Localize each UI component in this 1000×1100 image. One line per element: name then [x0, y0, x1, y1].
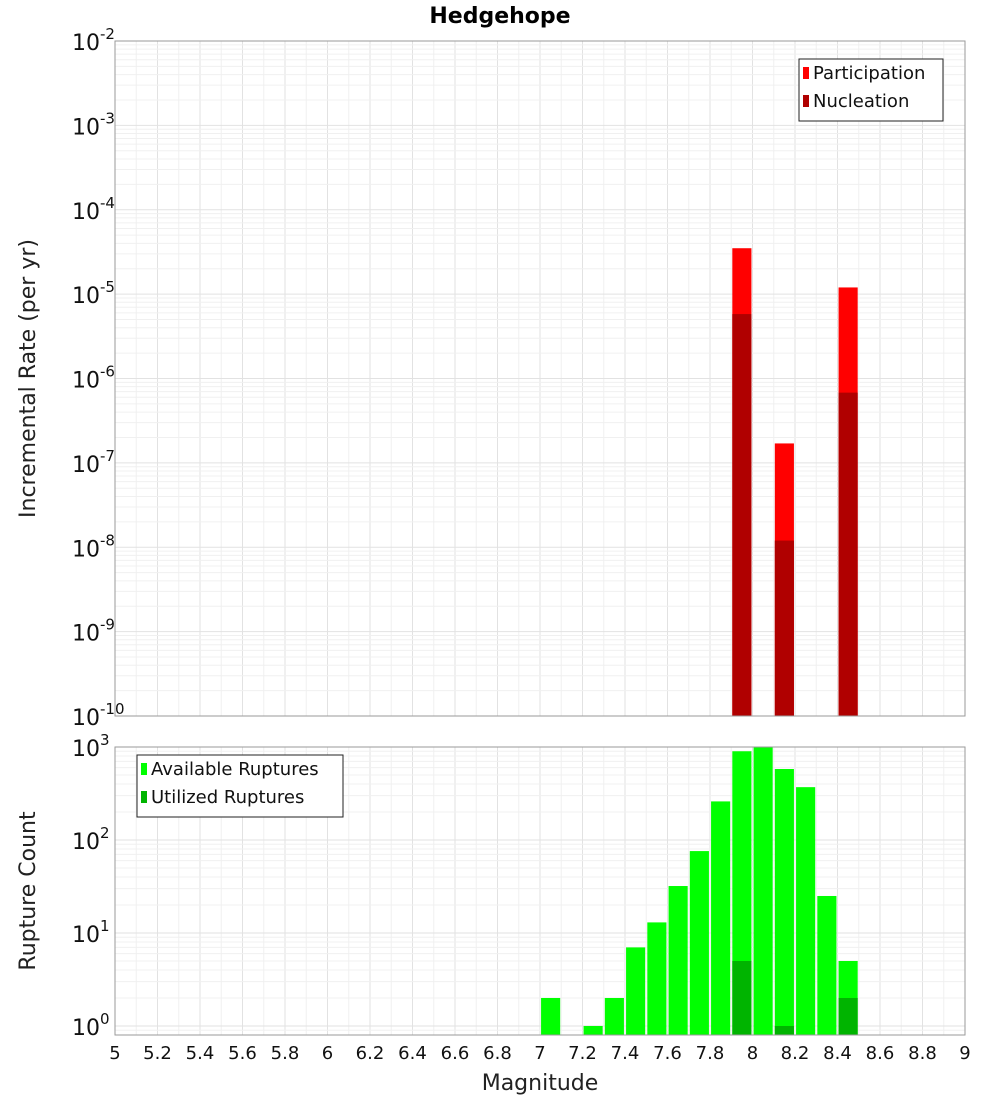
count-legend-swatch — [141, 763, 147, 775]
count-plot-frame — [114, 746, 966, 1036]
rate-y-tick-exponent: -4 — [100, 194, 115, 212]
count-bar-s1 — [583, 1025, 603, 1035]
count-y-tick-label: 101 — [72, 917, 110, 948]
rate-y-tick-label: 10-10 — [72, 700, 125, 731]
chart-title: Hedgehope — [429, 4, 570, 29]
x-tick-label: 6.4 — [398, 1043, 427, 1064]
rate-plot: 10-10 10-9 10-8 10-7 10-6 10-5 10-4 10-3 10-2 In… — [16, 25, 966, 731]
count-y-tick-label: 102 — [72, 824, 110, 855]
x-axis-ticks: 5 5.2 5.4 5.6 5.8 6 6.2 6.4 6.6 6.8 7 7.2 7.4 7.6 7.8 8… — [109, 1043, 970, 1064]
rate-y-tick-label: 10-9 — [72, 616, 115, 647]
x-tick-label: 5.8 — [271, 1043, 300, 1064]
x-tick-label: 8 — [747, 1043, 758, 1064]
rate-y-tick-exponent: -3 — [100, 109, 115, 127]
rate-legend-swatch — [803, 67, 809, 79]
x-tick-label: 6.2 — [356, 1043, 385, 1064]
rate-y-tick-label: 10-3 — [72, 109, 115, 140]
x-tick-label: 7.6 — [653, 1043, 682, 1064]
count-legend-box — [136, 754, 344, 818]
count-y-tick-label: 100 — [72, 1010, 110, 1041]
x-axis-label: Magnitude — [482, 1071, 599, 1096]
rate-y-tick-exponent: -6 — [100, 363, 115, 381]
x-tick-label: 9 — [959, 1043, 970, 1064]
x-tick-label: 7.2 — [568, 1043, 597, 1064]
x-tick-label: 8.6 — [866, 1043, 895, 1064]
rate-plot-y-axis-label: Incremental Rate (per yr) — [16, 239, 41, 518]
rate-legend-swatch — [803, 95, 809, 107]
rate-bar-s2 — [774, 540, 794, 716]
rate-y-tick-label: 10-8 — [72, 531, 115, 562]
rate-y-tick-exponent: -9 — [100, 616, 115, 634]
count-bar-s1 — [753, 747, 773, 1035]
count-y-tick-exponent: 2 — [100, 824, 110, 842]
rate-y-tick-label: 10-6 — [72, 363, 115, 394]
count-bar-s1 — [689, 851, 709, 1035]
count-bar-s1 — [774, 769, 794, 1035]
rate-legend-label: Nucleation — [813, 91, 909, 112]
count-legend-label: Available Ruptures — [151, 759, 319, 780]
rate-y-tick-exponent: -7 — [100, 447, 115, 465]
count-y-tick-exponent: 3 — [100, 731, 110, 749]
rate-bar-s2 — [838, 392, 858, 716]
x-tick-label: 8.4 — [823, 1043, 852, 1064]
rate-legend-label: Participation — [813, 63, 925, 84]
x-tick-label: 5 — [109, 1043, 120, 1064]
x-tick-label: 6.8 — [483, 1043, 512, 1064]
x-tick-label: 7.4 — [611, 1043, 640, 1064]
rate-y-tick-exponent: -5 — [100, 278, 115, 296]
rate-y-tick-label: 10-4 — [72, 194, 115, 225]
x-tick-label: 8.8 — [908, 1043, 937, 1064]
rate-y-tick-exponent: -8 — [100, 531, 115, 549]
rate-y-tick-label: 10-2 — [72, 25, 115, 56]
count-bar-s2 — [838, 997, 858, 1035]
count-bar-s1 — [817, 895, 837, 1035]
count-legend-swatch — [141, 791, 147, 803]
count-y-tick-exponent: 0 — [100, 1010, 110, 1028]
count-bar-s1 — [647, 922, 667, 1035]
rate-plot-frame — [114, 40, 966, 717]
count-bar-s1 — [604, 997, 624, 1035]
count-y-tick-label: 103 — [72, 731, 110, 762]
rate-bar-s2 — [732, 314, 752, 716]
count-bar-s2 — [774, 1025, 794, 1035]
count-y-tick-exponent: 1 — [100, 917, 110, 935]
x-tick-label: 5.4 — [186, 1043, 215, 1064]
rate-y-tick-label: 10-7 — [72, 447, 115, 478]
count-bar-s1 — [541, 997, 561, 1035]
rate-plot-grid — [114, 40, 966, 717]
x-tick-label: 6.6 — [441, 1043, 470, 1064]
count-bar-s1 — [711, 801, 731, 1035]
rate-y-tick-exponent: -10 — [100, 700, 125, 718]
x-tick-label: 7.8 — [696, 1043, 725, 1064]
rate-plot-bars — [732, 248, 858, 717]
count-bar-s1 — [668, 886, 688, 1035]
rate-legend-box — [798, 58, 944, 122]
count-plot-bars — [541, 747, 858, 1035]
count-bar-s1 — [796, 787, 816, 1035]
x-tick-label: 5.6 — [228, 1043, 257, 1064]
rate-y-tick-exponent: -2 — [100, 25, 115, 43]
count-bar-s1 — [626, 947, 646, 1035]
x-tick-label: 6 — [322, 1043, 333, 1064]
x-tick-label: 7 — [534, 1043, 545, 1064]
rate-plot-legend: Participation Nucleation — [798, 58, 944, 122]
x-tick-label: 5.2 — [143, 1043, 172, 1064]
x-tick-label: 8.2 — [781, 1043, 810, 1064]
count-plot-y-axis-label: Rupture Count — [16, 811, 41, 971]
rate-y-tick-label: 10-5 — [72, 278, 115, 309]
count-legend-label: Utilized Ruptures — [151, 787, 304, 808]
count-bar-s2 — [732, 960, 752, 1035]
count-plot-legend: Available Ruptures Utilized Ruptures — [136, 754, 344, 818]
